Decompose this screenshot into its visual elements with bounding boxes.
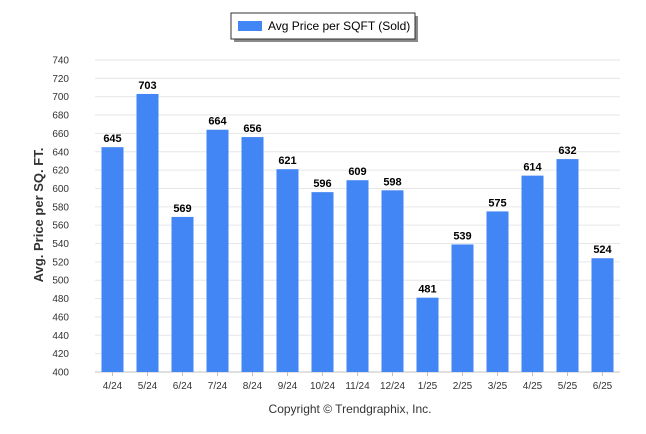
bar bbox=[311, 192, 334, 372]
bar-value-label: 596 bbox=[313, 178, 331, 190]
y-tick-label: 700 bbox=[52, 92, 69, 103]
y-tick-label: 460 bbox=[52, 312, 69, 323]
y-tick-label: 620 bbox=[52, 166, 69, 177]
bar bbox=[451, 244, 474, 372]
y-tick-label: 540 bbox=[52, 239, 69, 250]
bar-value-label: 524 bbox=[593, 244, 612, 256]
y-axis-ticks: 400 420 440 460 480 500 520 540 560 580 600 620 640 6… bbox=[52, 56, 69, 379]
x-tick-label: 6/25 bbox=[593, 381, 613, 392]
y-tick-label: 720 bbox=[52, 74, 69, 85]
x-tick-label: 3/25 bbox=[488, 381, 508, 392]
x-tick-label: 5/25 bbox=[558, 381, 578, 392]
bar bbox=[276, 169, 299, 372]
bar-value-label: 609 bbox=[348, 166, 366, 178]
bar bbox=[521, 175, 544, 372]
x-tick-label: 11/24 bbox=[345, 381, 370, 392]
bar-value-label: 575 bbox=[488, 197, 506, 209]
bar-value-label: 645 bbox=[103, 133, 121, 145]
legend: Avg Price per SQFT (Sold) bbox=[230, 12, 418, 42]
bar-value-label: 569 bbox=[173, 203, 191, 215]
bar bbox=[486, 211, 509, 372]
x-tick-label: 8/24 bbox=[243, 381, 263, 392]
legend-label: Avg Price per SQFT (Sold) bbox=[268, 19, 410, 33]
bar-value-label: 632 bbox=[558, 145, 576, 157]
bar-value-label: 621 bbox=[278, 155, 296, 167]
bar-value-label: 703 bbox=[138, 80, 156, 92]
bar-value-label: 656 bbox=[243, 123, 261, 135]
bar bbox=[136, 93, 159, 372]
x-axis-ticks: 4/24 5/24 6/24 7/24 8/24 9/24 10/24 11/24 12/24 1… bbox=[103, 372, 613, 392]
y-tick-label: 660 bbox=[52, 129, 69, 140]
y-tick-label: 420 bbox=[52, 349, 69, 360]
x-tick-label: 12/24 bbox=[380, 381, 405, 392]
bar bbox=[591, 258, 614, 372]
y-tick-label: 560 bbox=[52, 221, 69, 232]
y-tick-label: 580 bbox=[52, 202, 69, 213]
x-tick-label: 4/24 bbox=[103, 381, 123, 392]
bar bbox=[416, 297, 439, 372]
bar-value-label: 481 bbox=[418, 284, 436, 296]
y-axis-title: Avg. Price per SQ. FT. bbox=[31, 148, 46, 283]
copyright-text: Copyright © Trendgraphix, Inc. bbox=[269, 402, 432, 416]
x-tick-label: 4/25 bbox=[523, 381, 543, 392]
x-tick-label: 6/24 bbox=[173, 381, 193, 392]
bar bbox=[346, 180, 369, 372]
bar-value-label: 598 bbox=[383, 176, 401, 188]
y-tick-label: 480 bbox=[52, 294, 69, 305]
bar bbox=[101, 147, 124, 372]
x-tick-label: 2/25 bbox=[453, 381, 473, 392]
x-tick-label: 10/24 bbox=[310, 381, 335, 392]
x-tick-label: 7/24 bbox=[208, 381, 228, 392]
bar bbox=[171, 216, 194, 372]
y-tick-label: 400 bbox=[52, 368, 69, 379]
bar-value-label: 614 bbox=[523, 162, 542, 174]
bar bbox=[241, 137, 264, 372]
bar-value-label: 539 bbox=[453, 230, 471, 242]
x-tick-label: 5/24 bbox=[138, 381, 158, 392]
bars bbox=[101, 93, 614, 372]
bar bbox=[556, 159, 579, 372]
x-tick-label: 9/24 bbox=[278, 381, 298, 392]
bar-value-label: 664 bbox=[208, 116, 227, 128]
y-tick-label: 640 bbox=[52, 147, 69, 158]
bar bbox=[381, 190, 404, 372]
y-tick-label: 440 bbox=[52, 331, 69, 342]
y-tick-label: 520 bbox=[52, 257, 69, 268]
y-tick-label: 600 bbox=[52, 184, 69, 195]
bar bbox=[206, 129, 229, 372]
y-tick-label: 500 bbox=[52, 276, 69, 287]
y-tick-label: 680 bbox=[52, 111, 69, 122]
legend-swatch bbox=[238, 21, 262, 31]
y-tick-label: 740 bbox=[52, 56, 69, 67]
data-labels: 645 703 569 664 656 621 596 609 598 481 539 575 614 6… bbox=[103, 80, 612, 296]
x-tick-label: 1/25 bbox=[418, 381, 438, 392]
